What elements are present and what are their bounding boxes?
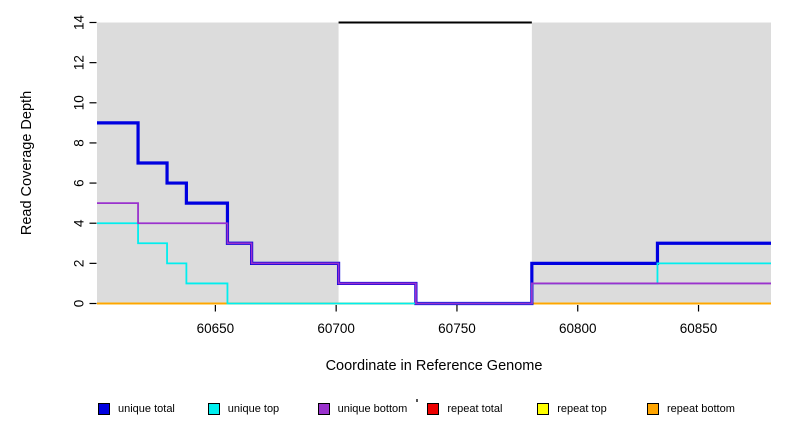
- legend-label: unique bottom: [337, 403, 408, 415]
- legend: unique total unique top unique bottom repea…: [0, 402, 792, 418]
- legend-item-unique-bottom: unique bottom: [317, 402, 408, 416]
- left-gray-region: [97, 22, 339, 304]
- legend-swatch-icon: [98, 403, 110, 415]
- x-tick-label: 60700: [317, 321, 355, 336]
- legend-item-unique-total: unique total: [98, 402, 175, 416]
- y-tick-label: 6: [72, 179, 87, 187]
- y-axis-title: Read Coverage Depth: [19, 90, 35, 236]
- x-tick-label: 60750: [438, 321, 476, 336]
- legend-item-repeat-top: repeat top: [537, 402, 607, 416]
- legend-swatch-icon: [207, 403, 220, 415]
- stray-mark: [416, 399, 418, 402]
- legend-item-unique-top: unique top: [207, 402, 280, 416]
- legend-label: repeat total: [447, 403, 503, 415]
- x-tick-label: 60650: [197, 321, 235, 336]
- right-gray-region: [531, 22, 771, 304]
- legend-item-repeat-total: repeat total: [427, 402, 502, 416]
- legend-label: unique total: [118, 403, 175, 415]
- legend-label: repeat top: [557, 403, 607, 415]
- y-tick-label: 8: [72, 139, 87, 147]
- series-unique-bottom: [97, 202, 771, 305]
- legend-swatch-icon: [537, 403, 550, 415]
- y-tick-label: 14: [72, 15, 87, 31]
- x-tick-label: 60800: [559, 321, 597, 336]
- y-tick-label: 10: [72, 95, 87, 110]
- y-tick-label: 2: [72, 260, 87, 268]
- legend-swatch-icon: [427, 403, 440, 415]
- y-tick-label: 12: [72, 55, 87, 70]
- legend-label: repeat bottom: [667, 403, 735, 415]
- legend-swatch-icon: [317, 403, 330, 415]
- legend-label: unique top: [227, 403, 280, 415]
- legend-swatch-icon: [647, 403, 659, 415]
- x-axis-title: Coordinate in Reference Genome: [325, 358, 543, 374]
- y-tick-label: 4: [72, 219, 87, 227]
- legend-item-repeat-bottom: repeat bottom: [647, 402, 735, 416]
- y-tick-label: 0: [72, 300, 87, 308]
- x-tick-label: 60850: [680, 321, 718, 336]
